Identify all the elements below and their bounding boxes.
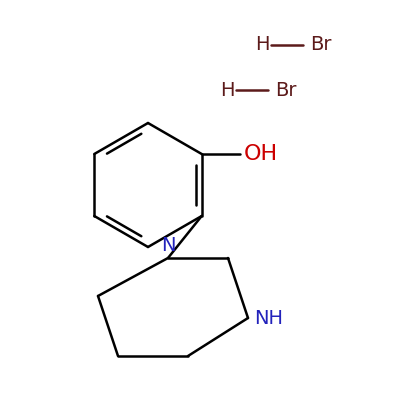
Text: H: H bbox=[255, 36, 270, 54]
Text: Br: Br bbox=[310, 36, 332, 54]
Text: H: H bbox=[220, 80, 234, 100]
Text: N: N bbox=[161, 236, 175, 255]
Text: Br: Br bbox=[275, 80, 296, 100]
Text: OH: OH bbox=[244, 144, 278, 164]
Text: NH: NH bbox=[254, 308, 283, 328]
